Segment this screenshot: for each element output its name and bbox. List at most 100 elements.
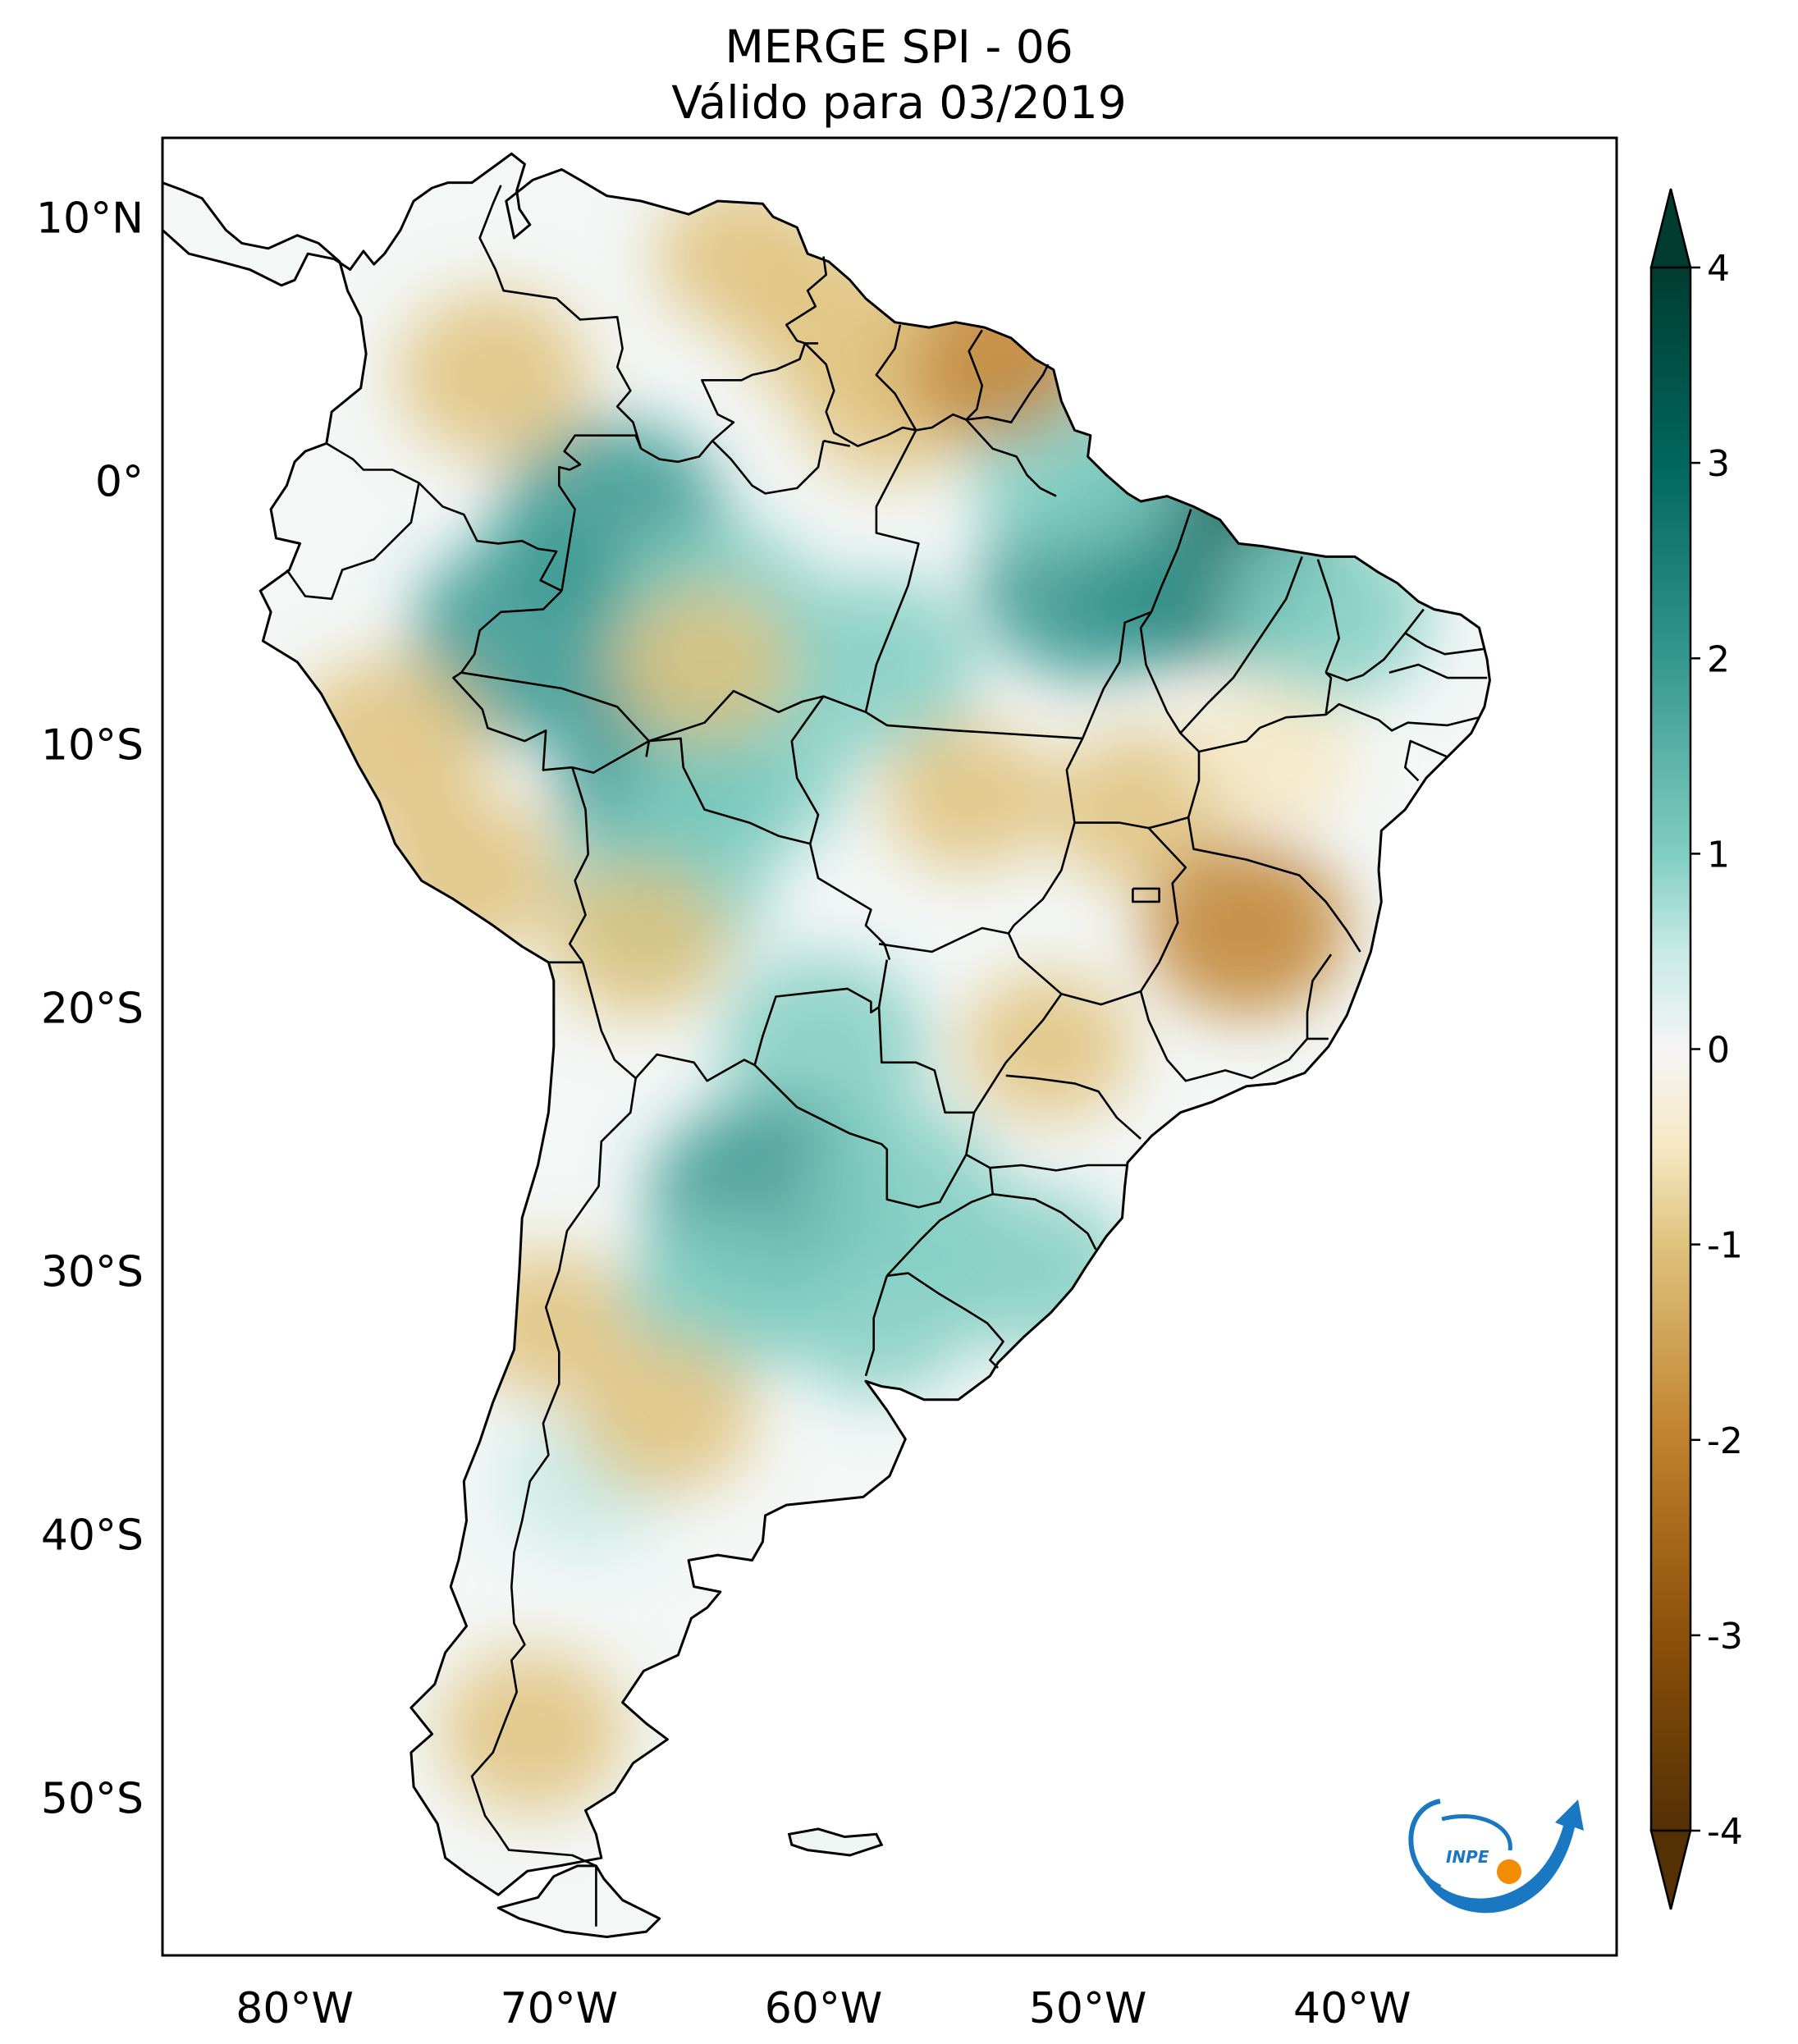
border-sc-rs [992, 1193, 1097, 1251]
border-uruguay-brazil [886, 1272, 1004, 1370]
map-land-layer [162, 152, 1491, 1938]
border-amapa-para [965, 418, 1057, 497]
border-pr-sc [990, 1164, 1128, 1172]
border-ba-mg-es [1187, 816, 1361, 953]
border-colombia-venezuela [478, 185, 643, 450]
anomaly-wet-region [719, 956, 928, 1137]
longitude-tick-label: 80°W [236, 1984, 354, 2033]
border-roraima-para [823, 439, 850, 447]
border-tocantins-go-ba [1074, 821, 1149, 830]
latitude-tick-labels: 10°N 0° 10°S 20°S 30°S 40°S 50°S [36, 194, 144, 1823]
border-chile-argentina [470, 1077, 637, 1868]
longitude-tick-labels: 80°W 70°W 60°W 50°W 40°W [236, 1984, 1411, 2033]
colorbar-tick-label: -1 [1707, 1225, 1743, 1267]
border-amazonas-rondonia-acre [460, 671, 867, 743]
map-title: MERGE SPI - 06 [725, 21, 1073, 73]
border-bolivia-argentina [634, 1053, 756, 1082]
colorbar-max-extension [1649, 188, 1692, 269]
border-pi-ce [1316, 559, 1340, 674]
colorbar: 4 3 2 1 0 -1 -2 -3 -4 [1649, 188, 1743, 1910]
coastline [162, 152, 1491, 1938]
latitude-tick-label: 40°S [41, 1511, 144, 1560]
border-sp-pr [1005, 1074, 1141, 1140]
anomaly-dry-region [1050, 730, 1232, 889]
anomaly-dry-region [550, 864, 727, 1018]
colorbar-tick-label: 3 [1707, 443, 1730, 485]
colorbar-tick-label: -2 [1707, 1420, 1743, 1462]
colorbar-tick-label: -4 [1707, 1811, 1743, 1853]
inpe-logo: INPE [1408, 1799, 1584, 1914]
colorbar-tick-label: 0 [1707, 1030, 1730, 1072]
latitude-tick-label: 0° [95, 457, 144, 506]
longitude-tick-label: 40°W [1293, 1984, 1411, 2033]
border-pb-pe [1389, 663, 1488, 679]
border-mg-es-rj-sp [1139, 953, 1333, 1082]
colorbar-tick-label: 2 [1707, 638, 1730, 680]
border-amazonas-para [864, 429, 920, 713]
border-acre-rondonia [645, 740, 651, 757]
logo-swoosh-arrow [1424, 1799, 1584, 1914]
border-pe-al-ba [1324, 702, 1480, 732]
colorbar-tick-label: 4 [1707, 248, 1730, 290]
border-venezuela-guyana [785, 256, 827, 345]
border-peru-brazil [452, 590, 573, 771]
border-mt-ms-go [878, 926, 1063, 995]
anomaly-dry-region [396, 290, 589, 459]
latitude-tick-label: 10°S [41, 720, 144, 770]
border-ma-pi [1179, 556, 1303, 734]
border-suriname-fguiana [965, 329, 984, 421]
border-fguiana-brazil [966, 364, 1050, 423]
anomaly-dry-region [1145, 839, 1348, 1017]
border-ms-sp-pr [973, 993, 1063, 1113]
border-guyana-suriname [875, 324, 917, 431]
anomaly-dry-region [883, 721, 1055, 871]
border-venezuela-brazil [640, 342, 807, 464]
border-go-mg [1061, 816, 1189, 1006]
anomaly-dry-region [574, 1336, 756, 1495]
logo-text: INPE [1446, 1847, 1489, 1867]
border-ce-rn-pb-pe [1325, 608, 1425, 682]
border-para-tocantins-maranhao [1082, 509, 1192, 739]
anomaly-dry-region [615, 588, 794, 742]
colorbar-body [1649, 266, 1692, 1832]
border-bolivia-paraguay [753, 959, 889, 1066]
border-al-se-ba [1404, 739, 1448, 782]
border-bolivia-chile [582, 962, 637, 1079]
logo-inner-arc [1441, 1814, 1512, 1851]
anomaly-dry-region [1190, 684, 1357, 830]
border-paraguay-argentina [753, 1064, 968, 1209]
latitude-tick-label: 50°S [41, 1774, 144, 1823]
anomaly-dry-region [439, 1649, 627, 1813]
border-para-mt [865, 711, 1083, 740]
anomaly-dry-region [962, 972, 1134, 1122]
border-ecuador-peru [286, 482, 420, 601]
longitude-tick-label: 60°W [765, 1984, 883, 2033]
border-guyana-brazil [803, 342, 917, 447]
border-suriname-brazil [915, 413, 967, 432]
border-rn-pb [1404, 632, 1485, 656]
colorbar-tick-label: 1 [1707, 834, 1730, 876]
border-df [1132, 887, 1160, 903]
border-peru-bolivia [568, 766, 589, 963]
latitude-tick-label: 10°N [36, 194, 144, 243]
border-amazonas-roraima [711, 440, 825, 495]
latitude-tick-label: 30°S [41, 1247, 144, 1296]
border-tocantins-ba-pi-ma [1139, 611, 1201, 818]
border-colombia-ecuador-peru [326, 442, 563, 592]
latitude-tick-label: 20°S [41, 984, 144, 1033]
map-subtitle: Válido para 03/2019 [671, 76, 1127, 129]
map-frame [161, 136, 1618, 1957]
logo-orange-dot [1497, 1859, 1521, 1884]
falkland-islands [787, 1827, 884, 1857]
colorbar-min-extension [1649, 1829, 1692, 1910]
border-mt-tocantins-go [1007, 738, 1084, 935]
border-uruguay-argentina [864, 1275, 889, 1377]
border-pi-ba-pe [1198, 671, 1333, 753]
colorbar-tick-label: -3 [1707, 1616, 1743, 1658]
longitude-tick-label: 50°W [1029, 1984, 1147, 2033]
border-brazil-bolivia [572, 737, 891, 961]
colorbar-ticks: 4 3 2 1 0 -1 -2 -3 -4 [1690, 248, 1743, 1853]
border-rondonia-mt [790, 695, 825, 844]
border-colombia-brazil [558, 434, 643, 592]
